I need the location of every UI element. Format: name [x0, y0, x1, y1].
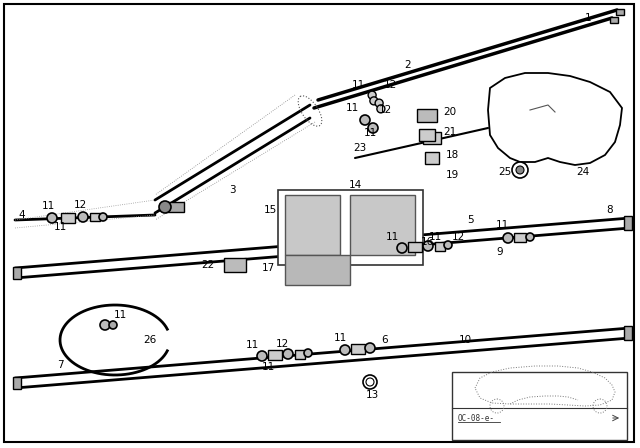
Text: 17: 17: [261, 263, 275, 273]
Text: 13: 13: [365, 390, 379, 400]
Text: 3: 3: [228, 185, 236, 195]
Circle shape: [503, 233, 513, 243]
Text: 23: 23: [353, 143, 367, 153]
Circle shape: [516, 166, 524, 174]
Text: 11: 11: [333, 333, 347, 343]
FancyBboxPatch shape: [435, 241, 445, 250]
Text: 16: 16: [420, 237, 434, 247]
Circle shape: [360, 115, 370, 125]
Text: 26: 26: [143, 335, 157, 345]
Text: 11: 11: [113, 310, 127, 320]
FancyBboxPatch shape: [13, 377, 21, 389]
Text: 12: 12: [378, 105, 392, 115]
FancyBboxPatch shape: [408, 242, 422, 252]
Circle shape: [444, 241, 452, 249]
Polygon shape: [488, 73, 622, 165]
FancyBboxPatch shape: [61, 213, 75, 223]
FancyBboxPatch shape: [616, 9, 624, 15]
Text: 21: 21: [444, 127, 456, 137]
Circle shape: [512, 162, 528, 178]
Text: 19: 19: [445, 170, 459, 180]
FancyBboxPatch shape: [514, 233, 526, 241]
Text: 15: 15: [264, 205, 276, 215]
Text: 6: 6: [381, 335, 388, 345]
Text: 14: 14: [348, 180, 362, 190]
Circle shape: [47, 213, 57, 223]
Text: 5: 5: [467, 215, 474, 225]
Text: 1: 1: [585, 13, 591, 23]
FancyBboxPatch shape: [13, 267, 21, 279]
Text: 9: 9: [497, 247, 503, 257]
Circle shape: [368, 123, 378, 133]
Text: 11: 11: [495, 220, 509, 230]
FancyBboxPatch shape: [425, 152, 439, 164]
Text: 4: 4: [19, 210, 26, 220]
Text: 11: 11: [245, 340, 259, 350]
Text: 11: 11: [53, 222, 67, 232]
Circle shape: [368, 91, 376, 99]
Text: 25: 25: [499, 167, 511, 177]
FancyBboxPatch shape: [278, 190, 423, 265]
Text: 10: 10: [458, 335, 472, 345]
Text: 7: 7: [57, 360, 63, 370]
FancyBboxPatch shape: [4, 4, 634, 442]
Circle shape: [423, 241, 433, 251]
FancyBboxPatch shape: [295, 349, 305, 358]
FancyBboxPatch shape: [452, 372, 627, 440]
Text: 8: 8: [607, 205, 613, 215]
Text: OC-08-e-: OC-08-e-: [458, 414, 495, 422]
FancyBboxPatch shape: [417, 108, 437, 121]
FancyBboxPatch shape: [166, 202, 184, 212]
Circle shape: [283, 349, 293, 359]
Circle shape: [78, 212, 88, 222]
Circle shape: [159, 201, 171, 213]
Circle shape: [109, 321, 117, 329]
Text: 11: 11: [385, 232, 399, 242]
FancyBboxPatch shape: [285, 255, 350, 285]
Text: 18: 18: [445, 150, 459, 160]
Text: 11: 11: [346, 103, 358, 113]
Text: 11: 11: [364, 128, 376, 138]
Circle shape: [304, 349, 312, 357]
FancyBboxPatch shape: [610, 17, 618, 23]
Circle shape: [340, 345, 350, 355]
Text: 12: 12: [383, 80, 397, 90]
Text: 24: 24: [577, 167, 589, 177]
FancyBboxPatch shape: [423, 132, 441, 144]
FancyBboxPatch shape: [224, 258, 246, 272]
Circle shape: [257, 351, 267, 361]
FancyBboxPatch shape: [90, 213, 100, 221]
Circle shape: [397, 243, 407, 253]
FancyBboxPatch shape: [419, 129, 435, 141]
FancyBboxPatch shape: [350, 195, 415, 255]
Text: 12: 12: [74, 200, 86, 210]
Circle shape: [100, 320, 110, 330]
Text: 12: 12: [451, 232, 465, 242]
Circle shape: [99, 213, 107, 221]
Circle shape: [377, 105, 385, 113]
Text: 11: 11: [351, 80, 365, 90]
Circle shape: [526, 233, 534, 241]
Text: 11: 11: [42, 201, 54, 211]
Circle shape: [370, 97, 378, 105]
FancyBboxPatch shape: [268, 350, 282, 360]
Circle shape: [375, 99, 383, 107]
Text: 22: 22: [202, 260, 215, 270]
Circle shape: [365, 343, 375, 353]
FancyBboxPatch shape: [351, 344, 365, 354]
FancyBboxPatch shape: [624, 216, 632, 230]
Text: 2: 2: [404, 60, 412, 70]
FancyBboxPatch shape: [285, 195, 340, 255]
Text: 11: 11: [261, 362, 275, 372]
Text: 11: 11: [428, 232, 442, 242]
Text: 20: 20: [444, 107, 456, 117]
FancyBboxPatch shape: [624, 326, 632, 340]
Text: 12: 12: [275, 339, 289, 349]
